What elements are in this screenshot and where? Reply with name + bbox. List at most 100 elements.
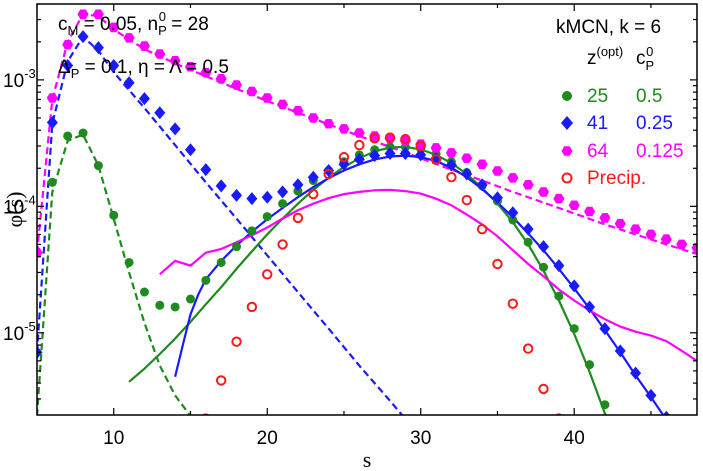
data-point-diamond xyxy=(584,300,596,314)
data-point-open-circle xyxy=(430,154,442,165)
data-point-hexagon xyxy=(62,39,74,50)
legend-header-c: cP0 xyxy=(636,44,654,73)
data-point-diamond xyxy=(491,191,503,205)
data-point-diamond xyxy=(215,179,227,193)
data-point-open-circle xyxy=(215,375,227,386)
legend-marker-circle xyxy=(562,91,572,101)
data-point-circle xyxy=(600,400,610,410)
data-point-hexagon xyxy=(185,62,196,72)
data-point-diamond xyxy=(154,106,166,120)
data-point-open-circle xyxy=(476,223,488,235)
y-tick-label: 10-3 xyxy=(3,66,36,92)
data-point-circle xyxy=(155,300,165,310)
data-point-hexagon xyxy=(476,159,488,170)
data-point-diamond xyxy=(369,149,381,163)
data-point-diamond xyxy=(445,158,457,172)
data-point-diamond xyxy=(614,344,626,358)
data-point-diamond xyxy=(261,190,273,204)
data-point-hexagon xyxy=(538,187,549,197)
legend-z-2: 41 xyxy=(587,113,608,134)
data-point-open-circle xyxy=(308,188,319,200)
data-point-circle xyxy=(185,294,195,304)
data-point-hexagon xyxy=(645,229,657,240)
data-point-diamond xyxy=(77,30,89,44)
data-point-open-circle xyxy=(522,343,534,354)
data-point-open-circle xyxy=(384,132,396,143)
data-point-diamond xyxy=(184,143,196,157)
dashed-fit-line-1 xyxy=(37,133,192,415)
data-point-hexagon xyxy=(215,74,227,84)
data-point-diamond xyxy=(476,178,488,192)
data-point-circle xyxy=(216,257,226,267)
data-point-hexagon xyxy=(461,153,473,163)
data-point-hexagon xyxy=(568,200,580,210)
data-point-circle xyxy=(585,360,595,370)
y-tick-label: 10-4 xyxy=(3,192,36,218)
data-point-circle xyxy=(63,131,73,141)
solid-curves xyxy=(128,145,697,415)
data-point-diamond xyxy=(307,170,319,184)
data-point-open-circle xyxy=(338,151,350,163)
data-point-open-circle xyxy=(262,269,273,280)
x-axis-title: s xyxy=(363,447,372,471)
data-point-open-circle xyxy=(277,239,288,250)
x-tick-label: 10 xyxy=(103,428,124,449)
data-point-hexagon xyxy=(553,193,565,204)
data-point-hexagon xyxy=(307,113,319,123)
data-point-hexagon xyxy=(676,239,688,250)
data-point-hexagon xyxy=(369,131,381,141)
legend-marker-open-circle xyxy=(561,172,573,184)
data-point-open-circle xyxy=(354,139,365,151)
x-tick-label: 20 xyxy=(257,428,278,449)
data-point-circle xyxy=(569,324,579,334)
data-point-circle xyxy=(539,262,549,272)
data-point-diamond xyxy=(292,178,304,192)
data-point-hexagon xyxy=(108,22,120,33)
data-point-circle xyxy=(201,275,211,285)
solid-curve-3 xyxy=(159,188,697,362)
data-point-diamond xyxy=(662,410,670,415)
data-point-circle xyxy=(523,237,533,247)
axes: 10 20 30 40 10-3 10-4 10-5 s φ(s) xyxy=(2,4,697,471)
annotation-line-1: cM = 0.05, nP0 = 28 xyxy=(58,9,209,38)
data-point-diamond xyxy=(507,206,519,220)
data-point-circle xyxy=(262,212,272,222)
data-point-diamond xyxy=(630,366,642,380)
dashed-fit-lines xyxy=(37,13,697,415)
data-point-diamond xyxy=(538,240,550,254)
data-point-hexagon xyxy=(292,106,304,116)
data-point-hexagon xyxy=(231,80,242,90)
data-point-diamond xyxy=(246,192,258,206)
data-point-circle xyxy=(554,291,564,301)
data-point-hexagon xyxy=(599,213,611,223)
data-point-diamond xyxy=(123,76,135,90)
y-tick-label: 10-5 xyxy=(3,319,36,345)
legend: kMCN, k = 6 z(opt) cP0 25 0.5 41 0.25 64… xyxy=(556,17,684,189)
data-point-diamond xyxy=(92,41,104,55)
data-point-diamond xyxy=(353,152,365,166)
data-point-hexagon xyxy=(92,9,104,20)
legend-c-2: 0.25 xyxy=(636,113,673,134)
data-point-hexagon xyxy=(46,93,58,103)
x-tick-label: 40 xyxy=(564,428,585,449)
data-point-hexagon xyxy=(277,99,289,110)
solid-curve-1 xyxy=(128,145,607,415)
dashed-fit-line-2 xyxy=(37,34,404,415)
data-point-diamond xyxy=(399,146,411,160)
data-point-circle xyxy=(109,210,119,220)
data-point-diamond xyxy=(200,163,212,177)
data-point-hexagon xyxy=(507,173,519,183)
data-point-hexagon xyxy=(261,93,273,103)
data-point-hexagon xyxy=(445,148,457,158)
data-point-open-circle xyxy=(415,140,426,152)
data-point-hexagon xyxy=(614,218,626,229)
data-point-diamond xyxy=(676,432,687,445)
data-point-diamond xyxy=(522,222,534,236)
y-axis-title: φ(s) xyxy=(2,192,27,228)
data-point-circle xyxy=(47,177,57,187)
legend-label-precip: Precip. xyxy=(587,168,646,189)
data-point-open-circle xyxy=(246,301,258,313)
data-point-hexagon xyxy=(169,55,181,66)
data-point-hexagon xyxy=(522,180,534,190)
